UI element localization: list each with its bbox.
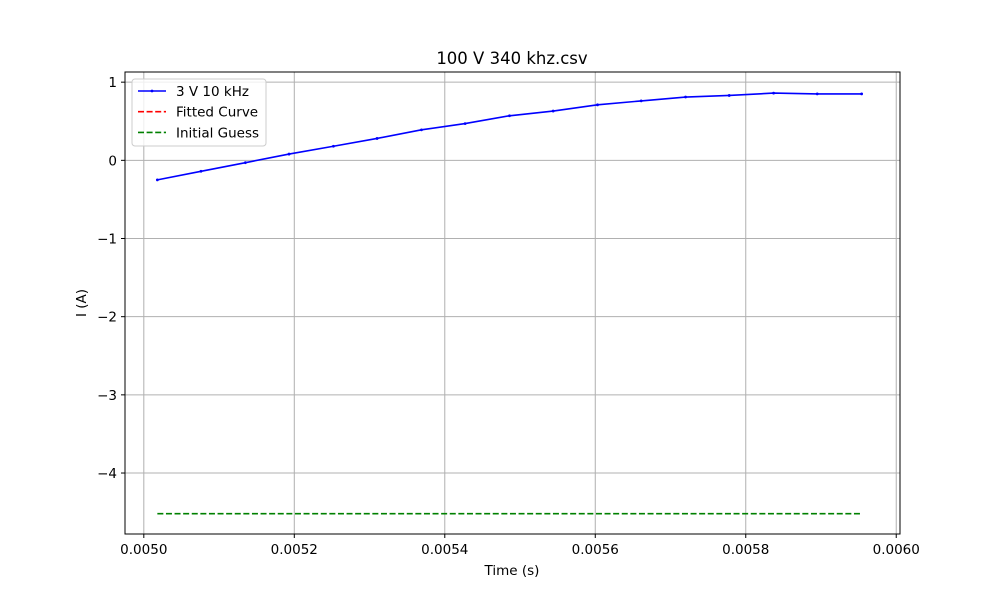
data-point [727, 94, 731, 97]
y-tick-label: −3 [97, 388, 117, 404]
y-tick-label: 0 [108, 153, 117, 169]
legend: 3 V 10 kHz Fitted Curve Initial Guess [131, 78, 267, 147]
plot-area-frame [124, 71, 901, 535]
data-point [639, 99, 643, 103]
x-tick-label: 0.0056 [572, 542, 619, 558]
data-point [420, 128, 423, 132]
x-tick-label: 0.0054 [421, 542, 468, 558]
x-axis-ticks: 0.0050 0.0052 0.0054 0.0056 0.0058 0.0060 [120, 534, 920, 558]
data-point [860, 92, 864, 96]
x-tick-label: 0.0050 [120, 542, 167, 558]
legend-label: 3 V 10 kHz [176, 84, 249, 100]
x-axis-label: Time (s) [484, 563, 540, 579]
chart-title: 100 V 340 khz.csv [436, 49, 588, 68]
y-tick-label: −4 [97, 466, 117, 482]
y-tick-label: −2 [97, 310, 117, 326]
x-tick-label: 0.0052 [271, 542, 318, 558]
legend-label: Initial Guess [176, 125, 259, 141]
data-point [332, 144, 335, 148]
data-point [287, 152, 291, 156]
data-point [508, 114, 511, 118]
data-point [375, 137, 379, 140]
data-point [463, 122, 467, 125]
data-point [815, 92, 819, 96]
data-point [596, 103, 599, 107]
legend-box [131, 78, 267, 147]
data-point [772, 91, 775, 95]
legend-marker [150, 89, 154, 93]
data-point [155, 178, 159, 182]
data-point [684, 95, 687, 99]
y-tick-label: 1 [108, 75, 117, 91]
data-point [243, 161, 247, 165]
data-point [551, 109, 555, 113]
legend-label: Fitted Curve [176, 105, 258, 121]
y-axis-label: I (A) [74, 289, 90, 317]
x-tick-label: 0.0060 [873, 542, 920, 558]
y-tick-label: −1 [97, 232, 117, 248]
series-layer [155, 91, 864, 515]
data-point [199, 169, 203, 173]
x-tick-label: 0.0058 [722, 542, 769, 558]
y-axis-ticks: 1 0 −1 −2 −3 −4 [97, 75, 125, 482]
